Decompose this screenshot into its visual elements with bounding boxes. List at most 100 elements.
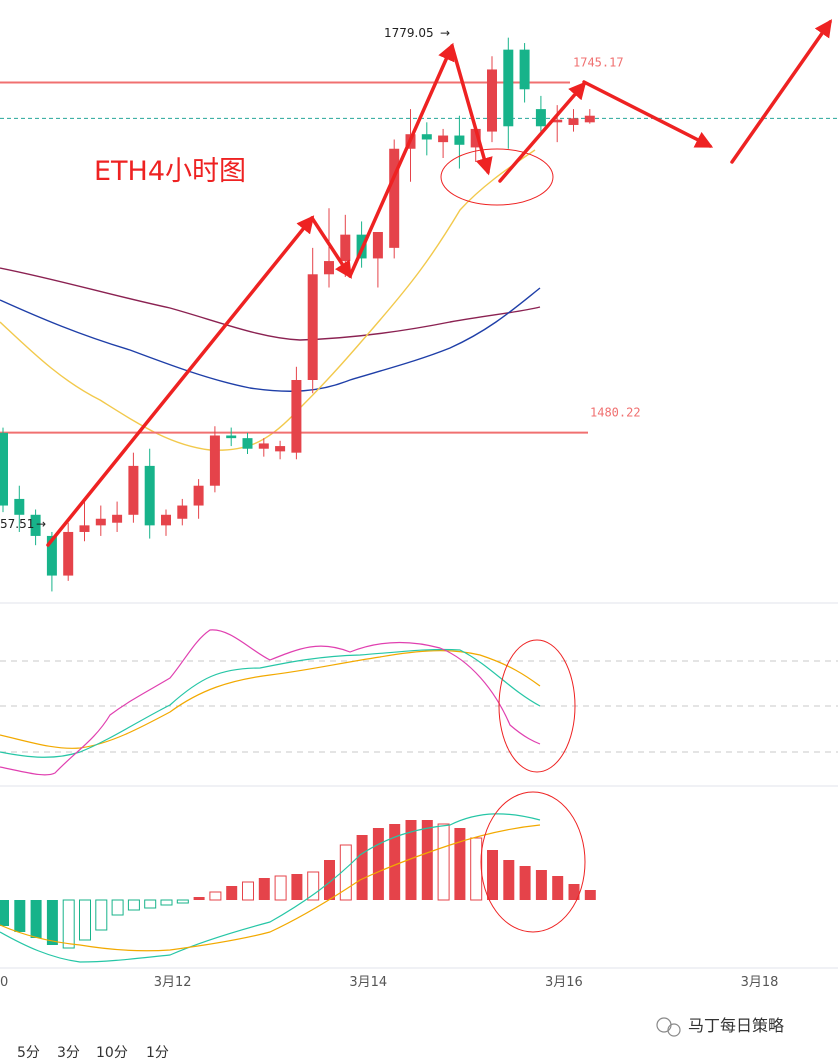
candle-body [95, 518, 106, 526]
macd-bar [209, 891, 222, 901]
candle-body [275, 446, 286, 452]
x-axis-labels: 0 3月12 3月14 3月16 3月18 [0, 975, 778, 990]
arrow-up-4 [730, 19, 833, 164]
macd-bar [242, 881, 254, 901]
x-tick-label: 3月16 [545, 975, 583, 990]
candle-body [79, 525, 90, 532]
arrow-down-1 [310, 216, 352, 279]
price-line-label-1745: 1745.17 [573, 55, 624, 69]
candle [177, 498, 188, 526]
macd-bar [226, 886, 238, 900]
macd-bar [405, 820, 417, 900]
candle [226, 427, 237, 447]
timeframe-5min[interactable]: 5分 [17, 1045, 40, 1060]
watermark: 马丁每日策略 [656, 1016, 784, 1037]
candle [209, 426, 220, 493]
high-annotation: 1779.05 [384, 26, 434, 40]
candles [0, 37, 595, 592]
macd-bar [127, 899, 140, 911]
candle-body [291, 380, 302, 453]
macd-bar [519, 866, 531, 900]
candle [258, 438, 269, 457]
arrow-up-3 [498, 81, 587, 183]
candle [112, 501, 123, 532]
macd-bar [535, 870, 547, 900]
macd-bar [291, 874, 303, 900]
arrow-down-2 [450, 44, 493, 176]
candle-body [454, 135, 465, 145]
arrow-up-2 [348, 42, 455, 278]
macd-bar [111, 899, 124, 916]
macd-bar [0, 900, 9, 926]
candle-body [14, 498, 25, 515]
candle-body [584, 115, 595, 123]
ma-mid-line [0, 287, 541, 392]
candle-body [46, 535, 57, 576]
timeframe-1min[interactable]: 1分 [146, 1045, 169, 1060]
macd-histogram [0, 820, 596, 949]
x-tick-label: 3月14 [349, 975, 387, 990]
candle-body [242, 438, 253, 449]
price-line-label-1480: 1480.22 [590, 406, 641, 420]
candle [324, 208, 334, 288]
macd-bar [487, 850, 498, 900]
candle-body [161, 514, 171, 526]
x-tick-label: 3月12 [154, 975, 192, 990]
timeframe-3min[interactable]: 3分 [57, 1045, 80, 1060]
macd-bar [95, 899, 108, 931]
candle-body [144, 465, 155, 526]
candle-body [487, 69, 497, 132]
candle [242, 432, 253, 454]
candle-body [307, 274, 318, 380]
highlight-circle-macd [480, 791, 586, 933]
macd-bar [258, 878, 270, 900]
macd-bar [568, 884, 580, 900]
candle-body [372, 232, 383, 259]
macd-bar [14, 900, 26, 932]
macd-line-dif [0, 813, 541, 963]
ma-long-line [0, 267, 541, 341]
macd-bar [584, 890, 596, 900]
low-annotation-arrow: → [36, 517, 46, 531]
candle [503, 37, 514, 149]
high-annotation-arrow: → [440, 26, 450, 40]
timeframe-bar: 5分 3分 10分 1分 [17, 1045, 169, 1060]
candle-body [193, 485, 204, 506]
macd-bar [437, 823, 450, 901]
wechat-icon [656, 1017, 672, 1033]
timeframe-10min[interactable]: 10分 [96, 1045, 128, 1060]
macd-line-dea [0, 824, 541, 952]
candle [275, 440, 286, 460]
candle-body [63, 531, 74, 576]
candle [63, 522, 74, 581]
macd-bar [503, 860, 515, 900]
candle [161, 509, 171, 536]
candle-body [30, 514, 41, 536]
osc-line-d [0, 648, 541, 758]
arrow-down-3 [582, 80, 714, 148]
macd-bar [79, 899, 91, 941]
candle [0, 427, 8, 513]
candle-body [0, 432, 8, 506]
candle [552, 105, 563, 143]
candle-body [128, 465, 139, 515]
candle [389, 139, 400, 259]
candle-body [438, 135, 449, 143]
wechat-icon-2 [667, 1023, 681, 1037]
candle [30, 509, 41, 546]
candle [584, 109, 595, 124]
candle [519, 43, 530, 103]
candle-body [519, 49, 530, 90]
candle [128, 452, 139, 523]
macd-bar [160, 899, 173, 906]
candle [79, 501, 90, 542]
candle [144, 448, 155, 539]
candle-body [209, 435, 220, 486]
candle-body [112, 514, 123, 523]
candle-body [340, 234, 351, 262]
candle-body [568, 118, 579, 125]
candle [291, 366, 302, 460]
candle [487, 56, 497, 143]
arrow-up-1 [46, 215, 315, 547]
